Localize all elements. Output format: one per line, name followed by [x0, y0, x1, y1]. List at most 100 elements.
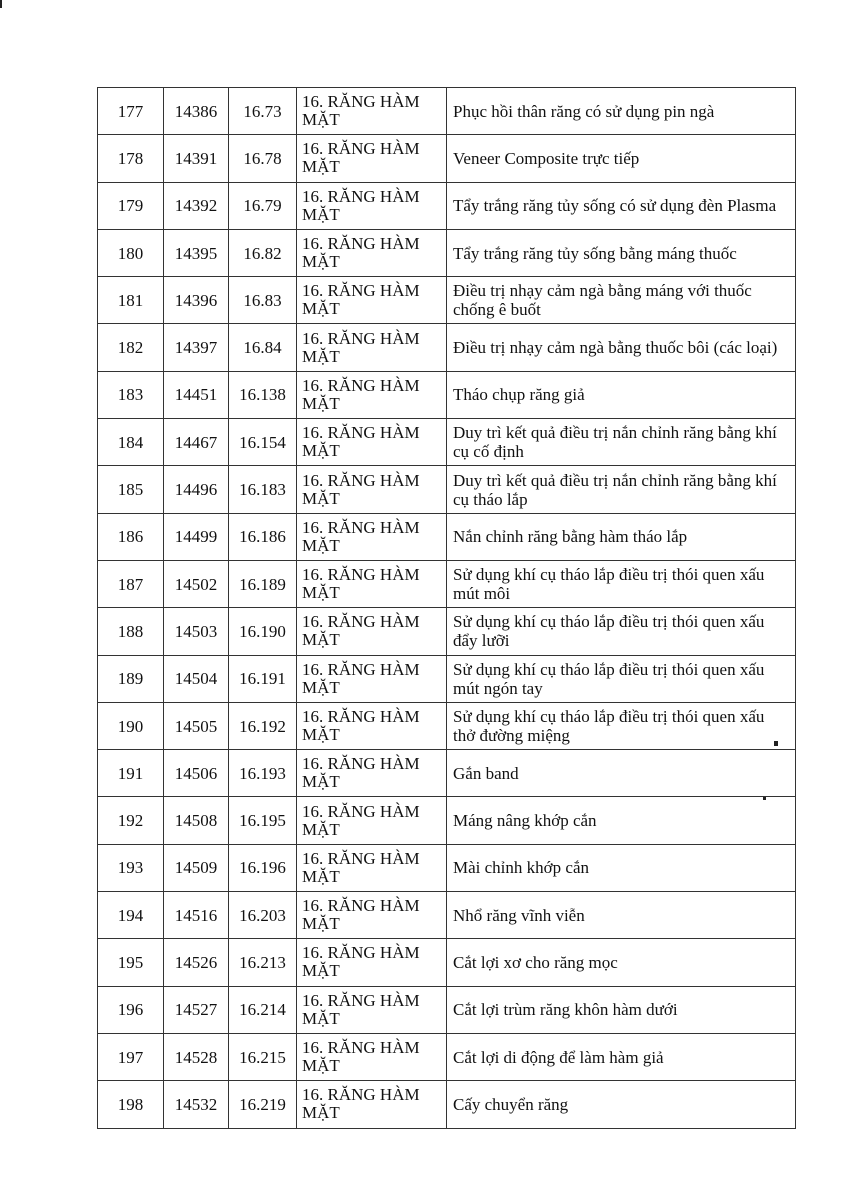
reference-number: 16.189: [228, 559, 297, 609]
table-row: 182 14397 16.84 16. RĂNG HÀM MẶT Điều trị nh…: [97, 323, 796, 372]
specialty-group: 16. RĂNG HÀM MẶT: [296, 938, 447, 987]
procedure-code: 14391: [163, 134, 229, 183]
row-number: 191: [97, 749, 164, 798]
row-number: 181: [97, 276, 164, 325]
reference-number: 16.190: [228, 607, 297, 656]
specialty-group: 16. RĂNG HÀM MẶT: [296, 86, 447, 136]
reference-number: 16.214: [228, 985, 297, 1034]
specialty-group: 16. RĂNG HÀM MẶT: [296, 418, 447, 467]
reference-number: 16.79: [228, 181, 297, 230]
procedure-code: 14509: [163, 843, 229, 893]
specialty-group: 16. RĂNG HÀM MẶT: [296, 1032, 447, 1082]
specialty-group: 16. RĂNG HÀM MẶT: [296, 891, 447, 940]
procedure-code: 14505: [163, 701, 229, 751]
table-row: 188 14503 16.190 16. RĂNG HÀM MẶT Sử dụng kh…: [97, 607, 796, 656]
procedure-code: 14503: [163, 607, 229, 656]
procedure-code: 14508: [163, 796, 229, 845]
procedure-name: Veneer Composite trực tiếp: [446, 134, 796, 183]
specialty-group: 16. RĂNG HÀM MẶT: [296, 181, 447, 230]
specialty-group: 16. RĂNG HÀM MẶT: [296, 559, 447, 609]
procedure-name: Tẩy trắng răng tủy sống bằng máng thuốc: [446, 228, 796, 278]
row-number: 184: [97, 418, 164, 467]
row-number: 182: [97, 323, 164, 372]
procedure-code: 14396: [163, 276, 229, 325]
row-number: 195: [97, 938, 164, 987]
table-row: 197 14528 16.215 16. RĂNG HÀM MẶT Cắt lợi di…: [97, 1032, 796, 1082]
procedure-name: Máng nâng khớp cắn: [446, 796, 796, 845]
reference-number: 16.138: [228, 370, 297, 420]
reference-number: 16.78: [228, 134, 297, 183]
table-row: 181 14396 16.83 16. RĂNG HÀM MẶT Điều trị nh…: [97, 276, 796, 325]
reference-number: 16.186: [228, 512, 297, 561]
table-row: 194 14516 16.203 16. RĂNG HÀM MẶT Nhổ răng v…: [97, 891, 796, 940]
specialty-group: 16. RĂNG HÀM MẶT: [296, 276, 447, 325]
procedure-code: 14528: [163, 1032, 229, 1082]
procedure-name: Sử dụng khí cụ tháo lắp điều trị thói qu…: [446, 654, 796, 703]
specialty-group: 16. RĂNG HÀM MẶT: [296, 843, 447, 893]
procedure-name: Nắn chỉnh răng bằng hàm tháo lắp: [446, 512, 796, 561]
row-number: 179: [97, 181, 164, 230]
procedure-code: 14499: [163, 512, 229, 561]
row-number: 185: [97, 465, 164, 514]
specialty-group: 16. RĂNG HÀM MẶT: [296, 654, 447, 703]
table-row: 180 14395 16.82 16. RĂNG HÀM MẶT Tẩy trắng r…: [97, 228, 796, 278]
procedure-name: Điều trị nhạy cảm ngà bằng máng với thuố…: [446, 276, 796, 325]
table-row: 183 14451 16.138 16. RĂNG HÀM MẶT Tháo chụp …: [97, 370, 796, 420]
procedure-name: Cắt lợi xơ cho răng mọc: [446, 938, 796, 987]
row-number: 183: [97, 370, 164, 420]
row-number: 189: [97, 654, 164, 703]
procedure-code: 14397: [163, 323, 229, 372]
procedure-name: Phục hồi thân răng có sử dụng pin ngà: [446, 86, 796, 136]
reference-number: 16.82: [228, 228, 297, 278]
table-row: 198 14532 16.219 16. RĂNG HÀM MẶT Cấy chuyển…: [97, 1080, 796, 1129]
specialty-group: 16. RĂNG HÀM MẶT: [296, 465, 447, 514]
procedure-code: 14504: [163, 654, 229, 703]
table-row: 178 14391 16.78 16. RĂNG HÀM MẶT Veneer Comp…: [97, 134, 796, 183]
table-row: 185 14496 16.183 16. RĂNG HÀM MẶT Duy trì kế…: [97, 465, 796, 514]
procedure-name: Cấy chuyển răng: [446, 1080, 796, 1129]
specialty-group: 16. RĂNG HÀM MẶT: [296, 370, 447, 420]
row-number: 188: [97, 607, 164, 656]
row-number: 177: [97, 86, 164, 136]
reference-number: 16.219: [228, 1080, 297, 1129]
table-row: 193 14509 16.196 16. RĂNG HÀM MẶT Mài chỉnh …: [97, 843, 796, 893]
row-number: 197: [97, 1032, 164, 1082]
specialty-group: 16. RĂNG HÀM MẶT: [296, 796, 447, 845]
table-row: 187 14502 16.189 16. RĂNG HÀM MẶT Sử dụng kh…: [97, 559, 796, 609]
reference-number: 16.215: [228, 1032, 297, 1082]
procedure-name: Điều trị nhạy cảm ngà bằng thuốc bôi (cá…: [446, 323, 796, 372]
reference-number: 16.191: [228, 654, 297, 703]
procedure-name: Sử dụng khí cụ tháo lắp điều trị thói qu…: [446, 607, 796, 656]
procedure-code: 14386: [163, 86, 229, 136]
specialty-group: 16. RĂNG HÀM MẶT: [296, 512, 447, 561]
procedure-code: 14496: [163, 465, 229, 514]
row-number: 198: [97, 1080, 164, 1129]
specialty-group: 16. RĂNG HÀM MẶT: [296, 134, 447, 183]
table-row: 192 14508 16.195 16. RĂNG HÀM MẶT Máng nâng …: [97, 796, 796, 845]
procedure-name: Gắn band: [446, 749, 796, 798]
procedure-name: Duy trì kết quả điều trị nắn chỉnh răng …: [446, 418, 796, 467]
table-row: 189 14504 16.191 16. RĂNG HÀM MẶT Sử dụng kh…: [97, 654, 796, 703]
procedure-code: 14527: [163, 985, 229, 1034]
procedure-name: Cắt lợi trùm răng khôn hàm dưới: [446, 985, 796, 1034]
reference-number: 16.195: [228, 796, 297, 845]
reference-number: 16.84: [228, 323, 297, 372]
table-row: 186 14499 16.186 16. RĂNG HÀM MẶT Nắn chỉnh …: [97, 512, 796, 561]
reference-number: 16.213: [228, 938, 297, 987]
table-body: 177 14386 16.73 16. RĂNG HÀM MẶT Phục hồi th…: [97, 86, 796, 1129]
row-number: 178: [97, 134, 164, 183]
procedure-code: 14526: [163, 938, 229, 987]
reference-number: 16.83: [228, 276, 297, 325]
procedure-name: Nhổ răng vĩnh viễn: [446, 891, 796, 940]
reference-number: 16.154: [228, 418, 297, 467]
table-row: 184 14467 16.154 16. RĂNG HÀM MẶT Duy trì kế…: [97, 418, 796, 467]
procedure-name: Mài chỉnh khớp cắn: [446, 843, 796, 893]
row-number: 194: [97, 891, 164, 940]
row-number: 180: [97, 228, 164, 278]
row-number: 190: [97, 701, 164, 751]
procedure-table: 177 14386 16.73 16. RĂNG HÀM MẶT Phục hồi th…: [97, 86, 796, 1129]
specialty-group: 16. RĂNG HÀM MẶT: [296, 1080, 447, 1129]
row-number: 192: [97, 796, 164, 845]
specialty-group: 16. RĂNG HÀM MẶT: [296, 323, 447, 372]
scan-speck: [0, 0, 2, 8]
